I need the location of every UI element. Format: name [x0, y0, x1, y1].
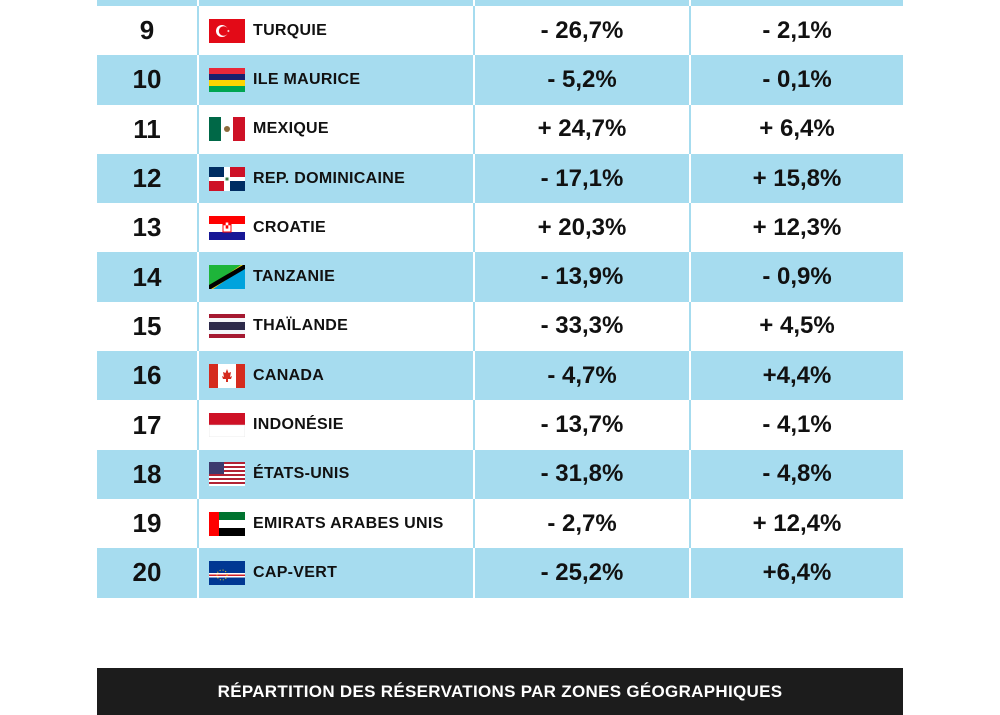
change-b-cell: - 4,8% [689, 449, 903, 499]
change-a-cell: - 13,9% [473, 252, 689, 302]
change-a-cell: + 24,7% [473, 104, 689, 154]
tanzania-flag-icon [209, 265, 245, 290]
country-name: TURQUIE [253, 21, 328, 39]
country-cell: MEXIQUE [197, 104, 473, 154]
change-b-cell: - 2,1% [689, 6, 903, 56]
country-name: INDONÉSIE [253, 416, 344, 434]
change-a-cell: - 33,3% [473, 301, 689, 352]
rank-cell: 11 [133, 113, 161, 144]
cape-verde-flag-icon [209, 560, 245, 585]
country-cell: INDONÉSIE [197, 400, 473, 450]
change-b-cell: + 6,4% [689, 104, 903, 154]
rank-cell: 12 [132, 163, 162, 194]
change-b-cell: + 12,3% [689, 203, 903, 253]
country-cell: REP. DOMINICAINE [197, 153, 473, 204]
change-a-cell: - 4,7% [473, 351, 689, 401]
change-a-cell: - 17,1% [473, 153, 689, 204]
rank-cell: 9 [139, 15, 155, 46]
country-name: CAP-VERT [253, 563, 338, 581]
table-row: 9 TURQUIE - 26,7% - 2,1% [97, 6, 903, 56]
rank-cell: 10 [132, 64, 162, 95]
table-row: 16 CANADA - 4,7% +4,4% [97, 351, 903, 401]
uae-flag-icon [209, 511, 245, 536]
change-a-cell: - 13,7% [473, 400, 689, 450]
section-banner: RÉPARTITION DES RÉSERVATIONS PAR ZONES G… [97, 668, 903, 715]
country-cell: TANZANIE [197, 252, 473, 302]
change-a-cell: + 20,3% [473, 203, 689, 253]
table-row: 13 CROATIE + 20,3% + 12,3% [97, 203, 903, 253]
change-b-cell: + 4,5% [689, 301, 903, 352]
change-b-cell: - 0,1% [689, 55, 903, 105]
country-cell: CAP-VERT [197, 548, 473, 598]
country-name: MEXIQUE [253, 120, 329, 138]
change-b-cell: + 15,8% [689, 153, 903, 204]
table-top-strip [97, 0, 903, 6]
rank-cell: 20 [132, 557, 162, 588]
rank-cell: 13 [132, 212, 162, 243]
country-name: CANADA [253, 366, 325, 384]
table-row: 17 INDONÉSIE - 13,7% - 4,1% [97, 400, 903, 450]
change-b-cell: - 4,1% [689, 400, 903, 450]
mexico-flag-icon [209, 117, 245, 142]
change-a-cell: - 25,2% [473, 548, 689, 598]
country-name: ÉTATS-UNIS [253, 465, 350, 483]
section-banner-title: RÉPARTITION DES RÉSERVATIONS PAR ZONES G… [217, 681, 783, 701]
country-name: CROATIE [253, 218, 326, 236]
change-b-cell: +6,4% [689, 548, 903, 598]
mauritius-flag-icon [209, 67, 245, 92]
country-name: TANZANIE [253, 268, 336, 286]
canada-flag-icon [209, 363, 245, 388]
country-name: THAÏLANDE [253, 317, 349, 335]
country-cell: ILE MAURICE [197, 55, 473, 105]
change-a-cell: - 5,2% [473, 55, 689, 105]
rank-cell: 19 [132, 508, 162, 539]
thailand-flag-icon [209, 314, 245, 339]
table-row: 18 ÉTATS-UNIS - 31,8% - 4,8% [97, 449, 903, 499]
dominican-republic-flag-icon [209, 166, 245, 191]
change-a-cell: - 2,7% [473, 498, 689, 549]
change-b-cell: - 0,9% [689, 252, 903, 302]
country-cell: TURQUIE [197, 6, 473, 56]
table-row: 12 REP. DOMINICAINE - 17,1% + 15,8% [97, 153, 903, 204]
table-row: 20 CAP-VERT - 25,2% +6,4% [97, 548, 903, 598]
rank-cell: 17 [132, 409, 162, 440]
rank-cell: 14 [132, 261, 162, 292]
country-name: ILE MAURICE [253, 70, 361, 88]
country-cell: CANADA [197, 351, 473, 401]
turkey-flag-icon [209, 18, 245, 43]
table-row: 14 TANZANIE - 13,9% - 0,9% [97, 252, 903, 302]
usa-flag-icon [209, 462, 245, 487]
croatia-flag-icon [209, 215, 245, 240]
country-cell: CROATIE [197, 203, 473, 253]
table-row: 19 EMIRATS ARABES UNIS - 2,7% + 12,4% [97, 498, 903, 549]
table-row: 10 ILE MAURICE - 5,2% - 0,1% [97, 55, 903, 105]
country-name: REP. DOMINICAINE [253, 169, 406, 187]
change-b-cell: +4,4% [689, 351, 903, 401]
table-body: 9 TURQUIE - 26,7% - 2,1% 10 ILE MAURICE - 5,2%… [97, 6, 903, 598]
rank-cell: 18 [132, 458, 162, 489]
country-cell: THAÏLANDE [197, 301, 473, 352]
rank-cell: 15 [132, 310, 162, 341]
country-cell: ÉTATS-UNIS [197, 449, 473, 499]
change-a-cell: - 26,7% [473, 6, 689, 56]
change-a-cell: - 31,8% [473, 449, 689, 499]
country-name: EMIRATS ARABES UNIS [253, 514, 444, 532]
rank-cell: 16 [132, 360, 162, 391]
table-row: 15 THAÏLANDE - 33,3% + 4,5% [97, 301, 903, 352]
table-row: 11 MEXIQUE + 24,7% + 6,4% [97, 104, 903, 154]
indonesia-flag-icon [209, 413, 245, 438]
change-b-cell: + 12,4% [689, 498, 903, 549]
ranking-table: 9 TURQUIE - 26,7% - 2,1% 10 ILE MAURICE - 5,2%… [97, 0, 903, 598]
country-cell: EMIRATS ARABES UNIS [197, 498, 473, 549]
